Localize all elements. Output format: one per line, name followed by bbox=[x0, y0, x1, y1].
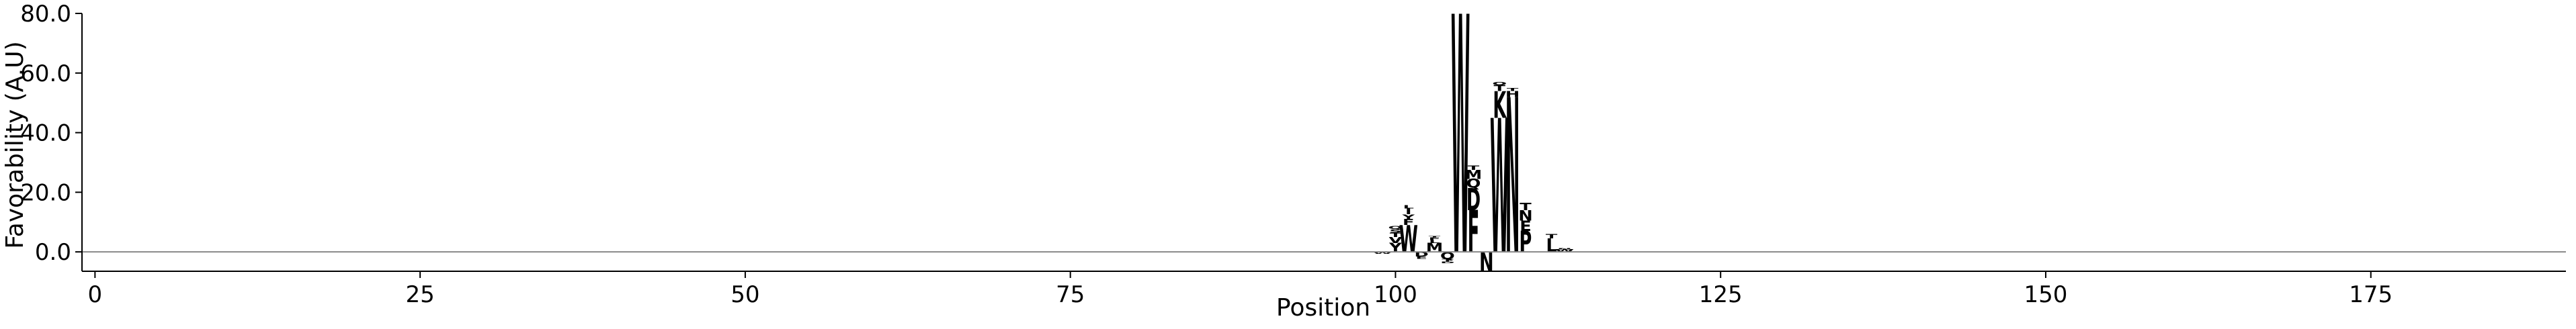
logo-letter-glyph: Q bbox=[1388, 226, 1403, 230]
logo-letter-N-pos-110: N bbox=[1518, 207, 1532, 224]
logo-letter-glyph: L bbox=[1403, 204, 1414, 209]
x-tick-label: 75 bbox=[1056, 281, 1085, 308]
y-axis-title: Favorability (A.U) bbox=[1, 41, 29, 248]
logo-letter-M-pos-106: M bbox=[1465, 168, 1482, 182]
y-tick-label: 80.0 bbox=[20, 1, 71, 28]
logo-letter-glyph: N bbox=[1505, 55, 1520, 302]
logo-letter-glyph: H bbox=[1505, 89, 1520, 99]
logo-letter-W-pos-101: W bbox=[1399, 218, 1418, 261]
logo-letter-glyph: P bbox=[1520, 226, 1532, 259]
logo-letter-glyph: W bbox=[1399, 218, 1418, 261]
logo-letter-glyph: T bbox=[1520, 201, 1532, 213]
logo-letter-T-pos-112: T bbox=[1546, 233, 1557, 240]
logo-letter-glyph: Q bbox=[1466, 177, 1481, 191]
x-tick-label: 25 bbox=[405, 281, 434, 308]
logo-letter-glyph: K bbox=[1493, 84, 1507, 127]
x-tick-label: 100 bbox=[1374, 281, 1417, 308]
logo-letter-T-pos-110: T bbox=[1520, 201, 1532, 213]
logo-letter-T-pos-109: T bbox=[1507, 87, 1519, 92]
logo-letter-F-pos-103: F bbox=[1429, 237, 1440, 241]
logo-letter-glyph: F bbox=[1403, 218, 1414, 228]
y-axis-ticks: 0.0 20.0 40.0 60.0 80.0 bbox=[20, 1, 82, 266]
logo-letter-H-pos-109: H bbox=[1505, 89, 1520, 99]
logo-letter-N-pos-109: N bbox=[1505, 55, 1520, 302]
logo-letter-Q-pos-108: Q bbox=[1492, 81, 1507, 86]
logo-letter-glyph: N bbox=[1557, 248, 1571, 250]
logo-letter-F-pos-106: F bbox=[1468, 199, 1479, 266]
x-tick-label: 0 bbox=[88, 281, 103, 308]
logo-letter-glyph: F bbox=[1429, 237, 1440, 241]
logo-letter-Q-pos-104: Q bbox=[1440, 250, 1455, 261]
logo-letter-glyph: V bbox=[1389, 235, 1403, 245]
logo-letter-glyph: T bbox=[1494, 83, 1506, 93]
logo-letter-P-pos-110: P bbox=[1520, 226, 1532, 259]
logo-letter-T-pos-100: T bbox=[1390, 231, 1401, 238]
logo-letter-glyph: N bbox=[1518, 207, 1532, 224]
logo-letter-E-pos-110: E bbox=[1520, 218, 1531, 234]
logo-letter-L-pos-101: L bbox=[1403, 204, 1414, 209]
logo-letter-I-pos-101: I bbox=[1405, 207, 1412, 217]
x-tick-label: 150 bbox=[2024, 281, 2068, 308]
logo-letter-W-pos-105: W bbox=[1451, 0, 1470, 326]
logo-letter-glyph: T bbox=[1507, 87, 1519, 92]
logo-letter-T-pos-106: T bbox=[1468, 164, 1479, 172]
logo-letter-glyph: Q bbox=[1492, 81, 1507, 86]
y-tick-label: 0.0 bbox=[35, 239, 71, 266]
logo-letter-L-pos-103: L bbox=[1429, 240, 1440, 244]
logo-letter-N-pos-113: N bbox=[1557, 248, 1571, 250]
logo-letter-glyph: F bbox=[1468, 199, 1479, 266]
logo-letter-D-pos-106: D bbox=[1466, 182, 1481, 218]
logo-letter-glyph: M bbox=[1465, 168, 1482, 182]
logo-letter-T-pos-103: T bbox=[1429, 236, 1441, 238]
logo-letter-glyph: E bbox=[1415, 256, 1427, 260]
logo-letter-glyph: T bbox=[1546, 233, 1557, 240]
logo-letter-T-pos-104: T bbox=[1442, 258, 1454, 263]
logo-letter-E-pos-102: E bbox=[1415, 256, 1427, 260]
logo-letter-Q-pos-106: Q bbox=[1466, 177, 1481, 191]
logo-letter-F-pos-101: F bbox=[1403, 218, 1414, 228]
logo-letter-N-pos-107: N bbox=[1479, 246, 1493, 277]
logo-letter-Q-pos-100: Q bbox=[1388, 226, 1403, 230]
logo-letter-W-pos-113: W bbox=[1555, 249, 1574, 253]
logo-letter-glyph: W bbox=[1555, 249, 1574, 253]
x-tick-label: 50 bbox=[731, 281, 759, 308]
logo-letter-T-pos-108: T bbox=[1494, 83, 1506, 93]
logo-letter-glyph: T bbox=[1442, 258, 1454, 263]
logo-letter-glyph: T bbox=[1468, 164, 1479, 172]
logo-letter-W-pos-99: W bbox=[1373, 252, 1392, 254]
logo-letter-glyph: E bbox=[1520, 218, 1531, 234]
logo-letter-glyph: I bbox=[1405, 207, 1412, 217]
y-tick-label: 20.0 bbox=[20, 179, 71, 206]
y-tick-label: 40.0 bbox=[20, 120, 71, 147]
logo-letter-glyph: W bbox=[1490, 82, 1509, 295]
logo-letters-layer: WYVTSQWFYILDEMLFTQTDWFDQMTNWKTQNHTPENTLT… bbox=[1373, 0, 1574, 326]
logo-letter-glyph: S bbox=[1389, 228, 1401, 234]
logo-letter-glyph: Y bbox=[1401, 213, 1415, 221]
logo-letter-W-pos-108: W bbox=[1490, 82, 1509, 295]
logo-letter-D-pos-102: D bbox=[1415, 250, 1429, 258]
logo-letter-K-pos-108: K bbox=[1493, 84, 1507, 127]
x-axis-title: Position bbox=[1276, 294, 1370, 322]
logo-letter-glyph: T bbox=[1429, 236, 1441, 238]
logo-letter-glyph: D bbox=[1415, 250, 1429, 258]
logo-letter-glyph: N bbox=[1479, 246, 1493, 277]
logo-letter-glyph: Q bbox=[1440, 250, 1455, 261]
logo-letter-glyph: T bbox=[1390, 231, 1401, 238]
logo-letter-glyph: D bbox=[1440, 261, 1454, 264]
logo-letter-glyph: L bbox=[1429, 240, 1440, 244]
x-tick-label: 175 bbox=[2349, 281, 2393, 308]
logo-letter-V-pos-100: V bbox=[1389, 235, 1403, 245]
logo-letter-Y-pos-101: Y bbox=[1401, 213, 1415, 221]
y-tick-label: 60.0 bbox=[20, 60, 71, 87]
x-tick-label: 125 bbox=[1699, 281, 1743, 308]
x-axis-ticks: 0 25 50 75 100 125 150 175 bbox=[88, 271, 2393, 308]
logo-letter-glyph: W bbox=[1373, 252, 1392, 254]
logo-letter-glyph: D bbox=[1466, 182, 1481, 218]
logo-letter-S-pos-100: S bbox=[1389, 228, 1401, 234]
logo-letter-glyph: W bbox=[1451, 0, 1470, 326]
logo-letter-D-pos-104: D bbox=[1440, 261, 1454, 264]
